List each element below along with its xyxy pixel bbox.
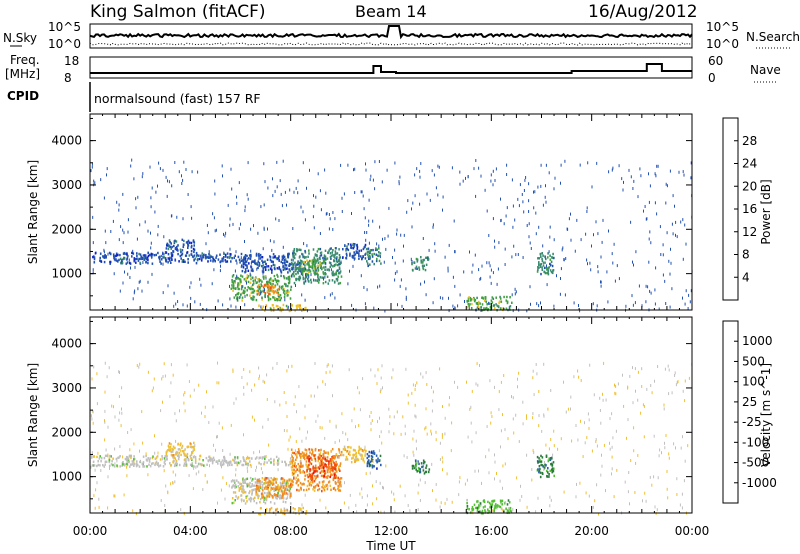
echo-region xyxy=(90,454,205,468)
freq-trace xyxy=(90,63,692,74)
nsky-trace xyxy=(89,25,693,40)
y-tick-label: 2000 xyxy=(51,222,82,236)
time-tick-label: 00:00 xyxy=(73,524,108,538)
colorbar-tick-label: -100 xyxy=(742,435,769,449)
echo-region xyxy=(205,455,292,467)
nave-label: Nave xyxy=(750,63,781,77)
echo-region xyxy=(165,441,196,457)
echo-region xyxy=(466,295,513,312)
station-title: King Salmon (fitACF) xyxy=(90,2,266,22)
y-tick-label: 3000 xyxy=(51,178,82,192)
power-colorbar-label: Power [dB] xyxy=(759,179,773,244)
freq-label-1: Freq. xyxy=(10,53,40,67)
freq-tick-bottom: 8 xyxy=(64,71,72,85)
nsearch-trace xyxy=(89,42,693,46)
y-tick-label: 2000 xyxy=(51,425,82,439)
colorbar-tick-label: 500 xyxy=(742,354,765,368)
echo-region xyxy=(341,242,367,261)
colorbar-tick-label: 24 xyxy=(742,157,757,171)
colorbar-tick-label: -25 xyxy=(742,415,762,429)
colorbar-tick-label: 100 xyxy=(742,375,765,389)
freq-label-2: [MHz] xyxy=(5,67,40,81)
sparse-echoes xyxy=(90,361,693,516)
time-tick-label: 16:00 xyxy=(474,524,509,538)
velocity-yticks: 1000 2000 3000 4000 xyxy=(51,320,692,500)
echo-region xyxy=(290,247,343,285)
time-tick-label: 00:00 xyxy=(675,524,710,538)
nsky-tick-top: 10^5 xyxy=(48,20,81,34)
echo-region xyxy=(340,445,367,464)
echo-region xyxy=(366,450,382,470)
nsearch-label: N.Search xyxy=(746,30,800,44)
echo-region xyxy=(365,247,382,268)
nave-tick-top: 60 xyxy=(708,54,723,68)
echo-region xyxy=(92,251,207,265)
sparse-echoes xyxy=(90,158,693,313)
nsearch-tick-top: 10^5 xyxy=(706,20,739,34)
velocity-xticks xyxy=(89,317,693,513)
time-tick-label: 08:00 xyxy=(273,524,308,538)
colorbar-tick-label: 12 xyxy=(742,225,757,239)
y-tick-label: 1000 xyxy=(51,470,82,484)
echo-region xyxy=(306,454,337,479)
time-tick-label: 20:00 xyxy=(574,524,609,538)
echo-region xyxy=(165,238,196,254)
nsky-tick-bottom: 10^0 xyxy=(48,37,81,51)
y-tick-label: 3000 xyxy=(51,381,82,395)
colorbar-tick-label: 25 xyxy=(742,395,757,409)
y-tick-label: 4000 xyxy=(51,134,82,148)
freq-tick-top: 18 xyxy=(64,54,79,68)
echo-region xyxy=(411,459,431,475)
echo-region xyxy=(230,273,293,302)
y-tick-label: 1000 xyxy=(51,267,82,281)
date-title: 16/Aug/2012 xyxy=(588,2,698,22)
power-data xyxy=(90,158,693,313)
colorbar-tick-label: 4 xyxy=(742,270,750,284)
colorbar-tick-label: -1000 xyxy=(742,476,777,490)
velocity-panel: Slant Range [km] 1000 2000 3000 4000 1000 50… xyxy=(26,316,777,516)
time-tick-label: 12:00 xyxy=(374,524,409,538)
nsearch-tick-bottom: 10^0 xyxy=(706,37,739,51)
power-yticks: 1000 2000 3000 4000 xyxy=(51,117,692,297)
echo-region xyxy=(257,283,280,296)
velocity-data xyxy=(90,361,693,516)
echo-region xyxy=(240,260,304,274)
cpid-text: normalsound (fast) 157 RF xyxy=(94,91,261,106)
beam-title: Beam 14 xyxy=(355,2,427,21)
nsky-label: N.Sky xyxy=(3,31,37,45)
colorbar-tick-label: -500 xyxy=(742,456,769,470)
cpid-label: CPID xyxy=(7,89,39,103)
colorbar-tick-label: 28 xyxy=(742,134,757,148)
nave-tick-bottom: 0 xyxy=(708,71,716,85)
time-tick-label: 04:00 xyxy=(173,524,208,538)
colorbar-tick-label: 20 xyxy=(742,179,757,193)
power-colorbar: 4 8 12 16 20 24 28 xyxy=(722,117,757,301)
y-tick-label: 4000 xyxy=(51,337,82,351)
echo-region xyxy=(536,454,555,479)
power-panel: Slant Range [km] 1000 2000 3000 4000 4 8 12 16… xyxy=(26,113,773,313)
nsky-panel: N.Sky 10^5 10^0 10^5 10^0 N.Search xyxy=(3,20,800,51)
velocity-colorbar: 1000 500 100 25 -25 -100 -500 -1000 xyxy=(722,320,777,504)
colorbar-tick-label: 16 xyxy=(742,202,757,216)
power-ylabel: Slant Range [km] xyxy=(26,160,40,264)
echo-region xyxy=(255,477,292,499)
colorbar-tick-label: 1000 xyxy=(742,334,773,348)
echo-region xyxy=(536,252,555,276)
echo-region xyxy=(206,252,290,264)
colorbar-tick-label: 8 xyxy=(742,248,750,262)
freq-panel: Freq. [MHz] 18 8 60 0 Nave xyxy=(5,53,781,85)
power-xticks xyxy=(89,114,693,310)
cpid-panel: CPID normalsound (fast) 157 RF xyxy=(7,82,261,112)
time-axis-title: Time UT xyxy=(365,539,416,553)
echo-region xyxy=(300,258,325,276)
velocity-frame xyxy=(89,316,693,514)
freq-frame xyxy=(89,56,693,79)
velocity-ylabel: Slant Range [km] xyxy=(26,363,40,467)
echo-region xyxy=(230,476,293,505)
time-axis-labels: 00:00 04:00 08:00 12:00 16:00 20:00 00:00 xyxy=(73,524,710,538)
echo-region xyxy=(411,256,430,272)
velocity-colorbar-label: Velocity [m s^-1] xyxy=(759,363,773,467)
